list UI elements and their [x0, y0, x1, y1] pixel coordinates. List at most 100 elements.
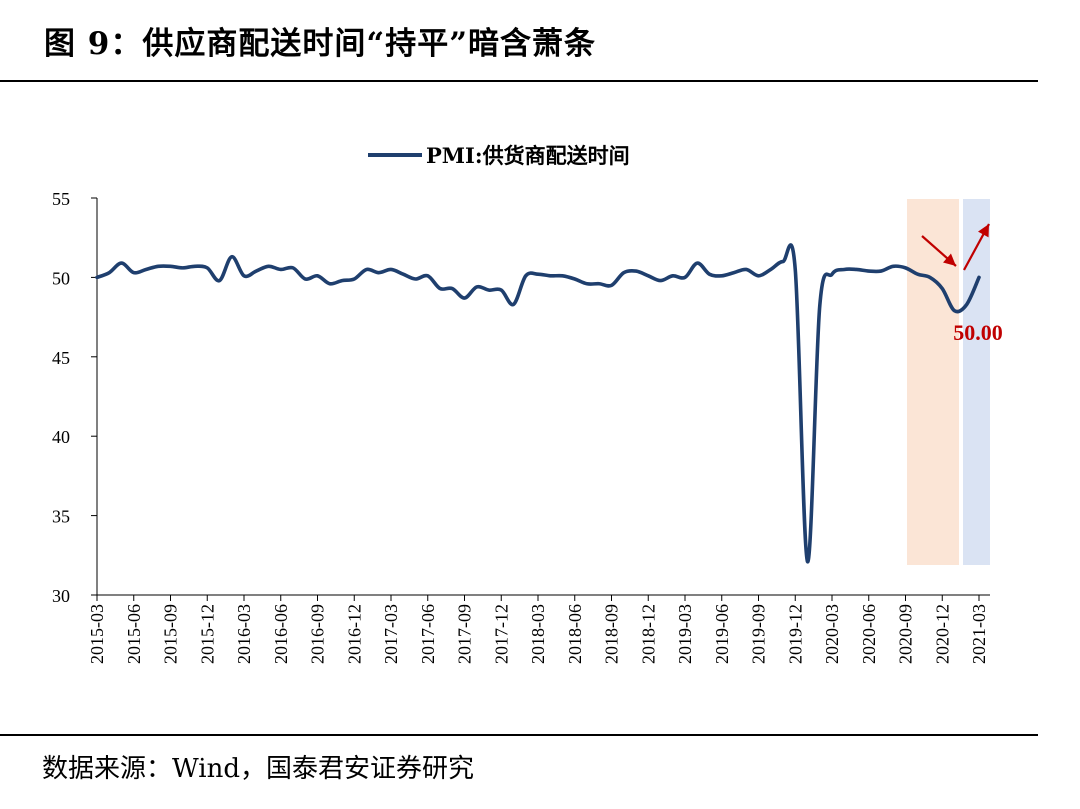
data-point: [145, 268, 147, 271]
top-rule: [0, 80, 1038, 82]
data-point: [794, 268, 797, 271]
down-arrow-head: [943, 253, 956, 266]
shaded-regions: [907, 199, 990, 565]
data-point: [181, 267, 184, 269]
data-point: [316, 275, 319, 277]
data-point: [194, 265, 196, 268]
y-tick-label: 35: [52, 507, 70, 527]
trend-arrows: [921, 223, 990, 271]
data-point: [671, 275, 674, 277]
shaded-region-2: [963, 199, 990, 565]
data-point: [586, 282, 588, 285]
data-point: [831, 273, 833, 276]
data-point: [255, 270, 258, 272]
data-point: [610, 284, 613, 287]
x-tick-label: 2019-03: [675, 604, 695, 664]
data-point: [230, 255, 233, 258]
x-tick-label: 2018-12: [638, 604, 658, 664]
data-point: [537, 273, 539, 276]
figure-title: 图 9：供应商配送时间“持平”暗含萧条: [44, 26, 597, 62]
data-point: [500, 289, 503, 291]
x-tick-label: 2017-09: [455, 604, 475, 664]
x-tick-label: 2016-06: [271, 604, 291, 664]
data-point: [978, 276, 980, 279]
y-tick-label: 50: [52, 268, 70, 288]
data-point: [218, 279, 221, 282]
data-point: [696, 262, 699, 264]
data-point: [512, 303, 515, 306]
x-tick-label: 2019-06: [712, 604, 732, 664]
x-tick-label: 2020-06: [859, 604, 879, 664]
data-point: [157, 265, 160, 268]
data-point: [733, 271, 735, 274]
data-point: [757, 275, 760, 277]
data-point: [720, 275, 723, 277]
data-point: [953, 309, 956, 312]
x-tick-label: 2017-03: [381, 604, 401, 664]
data-point: [855, 268, 858, 271]
data-point: [561, 275, 564, 277]
x-tick-label: 2020-03: [822, 604, 842, 664]
data-point: [328, 282, 331, 285]
data-point: [965, 303, 968, 306]
x-tick-label: 2020-09: [896, 604, 916, 664]
data-point: [635, 270, 637, 272]
data-point: [377, 271, 380, 274]
x-tick-label: 2020-12: [932, 604, 952, 664]
x-tick-label: 2021-03: [969, 604, 989, 664]
data-point: [524, 275, 527, 277]
data-point: [132, 271, 135, 274]
data-point: [353, 278, 356, 280]
data-point: [916, 273, 919, 276]
x-axis-ticks: 2015-03 2015-06 2015-09 2015-12 2016-03 2016-…: [87, 595, 989, 664]
data-point: [120, 262, 123, 264]
shaded-region-1: [907, 199, 959, 565]
data-point: [365, 268, 368, 271]
data-point: [769, 268, 772, 271]
data-point: [488, 289, 490, 291]
up-arrow-head: [977, 224, 989, 238]
x-tick-label: 2019-09: [749, 604, 769, 664]
data-point: [659, 279, 662, 282]
y-tick-label: 40: [52, 427, 70, 447]
legend: PMI:供货商配送时间: [368, 143, 630, 168]
data-point: [292, 267, 294, 269]
axes: [96, 198, 990, 596]
data-point: [463, 297, 466, 299]
annotations: 50.00: [953, 320, 1003, 345]
value-annotation: 50.00: [953, 320, 1003, 345]
data-point: [267, 265, 270, 268]
data-point: [867, 270, 870, 272]
data-point: [941, 287, 944, 290]
y-tick-label: 45: [52, 348, 70, 368]
up-arrow: [963, 223, 990, 271]
bottom-rule: [0, 734, 1038, 736]
data-point: [818, 305, 821, 307]
data-point: [806, 560, 809, 563]
data-point: [708, 273, 711, 276]
series-line-1: [95, 243, 981, 564]
y-axis-ticks: 30 35 40 45 50 55: [52, 189, 97, 606]
source-note: 数据来源：Wind，国泰君安证券研究: [42, 754, 474, 784]
x-tick-label: 2016-12: [344, 604, 364, 664]
x-tick-label: 2016-03: [234, 604, 254, 664]
data-point: [573, 278, 576, 280]
series-group: [95, 243, 981, 564]
data-point: [304, 278, 307, 280]
x-tick-label: 2019-12: [785, 604, 805, 664]
data-point: [206, 267, 209, 269]
data-point: [745, 268, 748, 271]
data-point: [843, 268, 846, 271]
data-point: [414, 278, 417, 280]
data-point: [451, 287, 454, 290]
x-tick-label: 2018-06: [565, 604, 585, 664]
data-point: [169, 265, 172, 268]
data-point: [108, 271, 111, 274]
x-tick-label: 2018-09: [602, 604, 622, 664]
data-point: [782, 260, 784, 263]
data-point: [622, 271, 625, 274]
x-tick-label: 2015-06: [124, 604, 144, 664]
data-point: [904, 267, 907, 269]
data-point: [598, 282, 601, 285]
data-point: [475, 286, 478, 288]
